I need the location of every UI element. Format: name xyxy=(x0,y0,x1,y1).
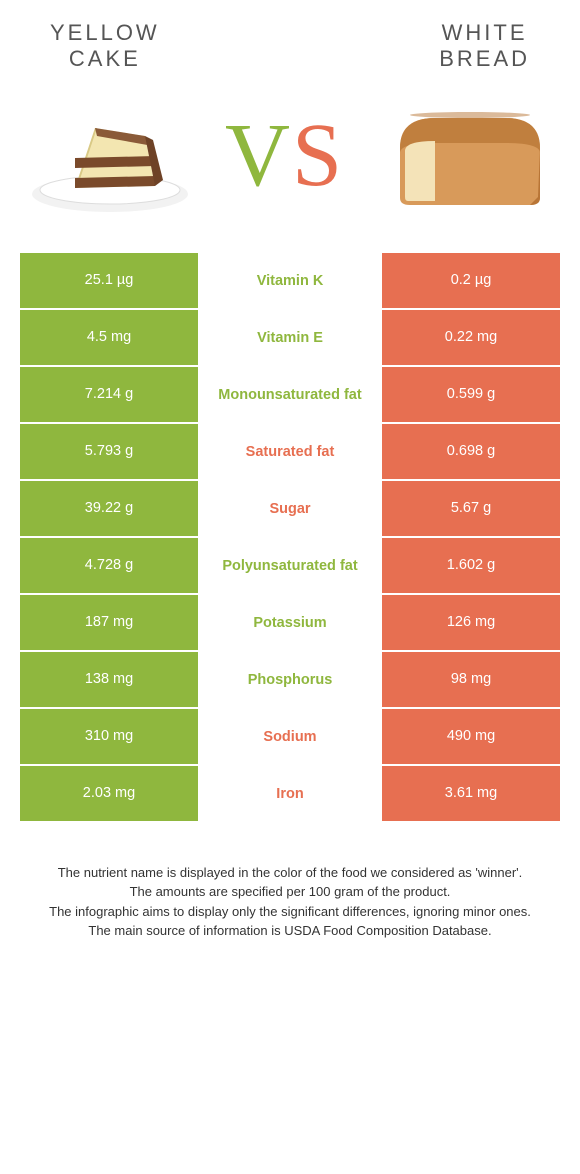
table-row: 7.214 gMonounsaturated fat0.599 g xyxy=(20,367,560,424)
footer-notes: The nutrient name is displayed in the co… xyxy=(0,823,580,941)
title-left-line2: CAKE xyxy=(50,46,160,72)
left-value: 5.793 g xyxy=(20,424,200,481)
title-right: WHITE BREAD xyxy=(439,20,530,73)
nutrient-label: Monounsaturated fat xyxy=(200,367,380,424)
nutrient-label: Saturated fat xyxy=(200,424,380,481)
left-value: 4.5 mg xyxy=(20,310,200,367)
nutrient-label: Vitamin E xyxy=(200,310,380,367)
table-row: 25.1 µgVitamin K0.2 µg xyxy=(20,253,560,310)
nutrient-label: Iron xyxy=(200,766,380,823)
table-row: 5.793 gSaturated fat0.698 g xyxy=(20,424,560,481)
nutrient-label: Vitamin K xyxy=(200,253,380,310)
cake-icon xyxy=(25,98,195,218)
comparison-table: 25.1 µgVitamin K0.2 µg4.5 mgVitamin E0.2… xyxy=(20,253,560,823)
table-row: 4.728 gPolyunsaturated fat1.602 g xyxy=(20,538,560,595)
header: YELLOW CAKE WHITE BREAD xyxy=(0,0,580,83)
right-value: 0.2 µg xyxy=(380,253,560,310)
images-row: V S xyxy=(0,83,580,253)
title-left-line1: YELLOW xyxy=(50,20,160,46)
nutrient-label: Sugar xyxy=(200,481,380,538)
right-value: 490 mg xyxy=(380,709,560,766)
left-value: 138 mg xyxy=(20,652,200,709)
left-value: 187 mg xyxy=(20,595,200,652)
bread-icon xyxy=(380,93,560,223)
right-value: 0.698 g xyxy=(380,424,560,481)
vs-s: S xyxy=(292,106,342,205)
footer-line-1: The nutrient name is displayed in the co… xyxy=(30,863,550,883)
footer-line-3: The infographic aims to display only the… xyxy=(30,902,550,922)
footer-line-2: The amounts are specified per 100 gram o… xyxy=(30,882,550,902)
right-value: 5.67 g xyxy=(380,481,560,538)
title-left: YELLOW CAKE xyxy=(50,20,160,73)
nutrient-label: Polyunsaturated fat xyxy=(200,538,380,595)
vs-separator: V S xyxy=(220,100,360,215)
table-row: 310 mgSodium490 mg xyxy=(20,709,560,766)
left-value: 39.22 g xyxy=(20,481,200,538)
food-image-left xyxy=(20,93,200,223)
right-value: 1.602 g xyxy=(380,538,560,595)
table-row: 187 mgPotassium126 mg xyxy=(20,595,560,652)
vs-v: V xyxy=(225,106,290,205)
right-value: 3.61 mg xyxy=(380,766,560,823)
nutrient-label: Sodium xyxy=(200,709,380,766)
nutrient-label: Phosphorus xyxy=(200,652,380,709)
infographic-page: YELLOW CAKE WHITE BREAD V S xyxy=(0,0,580,941)
title-right-line1: WHITE xyxy=(439,20,530,46)
right-value: 126 mg xyxy=(380,595,560,652)
left-value: 2.03 mg xyxy=(20,766,200,823)
left-value: 4.728 g xyxy=(20,538,200,595)
table-row: 2.03 mgIron3.61 mg xyxy=(20,766,560,823)
table-row: 4.5 mgVitamin E0.22 mg xyxy=(20,310,560,367)
right-value: 98 mg xyxy=(380,652,560,709)
right-value: 0.22 mg xyxy=(380,310,560,367)
table-row: 138 mgPhosphorus98 mg xyxy=(20,652,560,709)
table-row: 39.22 gSugar5.67 g xyxy=(20,481,560,538)
left-value: 25.1 µg xyxy=(20,253,200,310)
nutrient-label: Potassium xyxy=(200,595,380,652)
left-value: 7.214 g xyxy=(20,367,200,424)
footer-line-4: The main source of information is USDA F… xyxy=(30,921,550,941)
left-value: 310 mg xyxy=(20,709,200,766)
vs-icon: V S xyxy=(220,100,360,210)
food-image-right xyxy=(380,93,560,223)
right-value: 0.599 g xyxy=(380,367,560,424)
title-right-line2: BREAD xyxy=(439,46,530,72)
